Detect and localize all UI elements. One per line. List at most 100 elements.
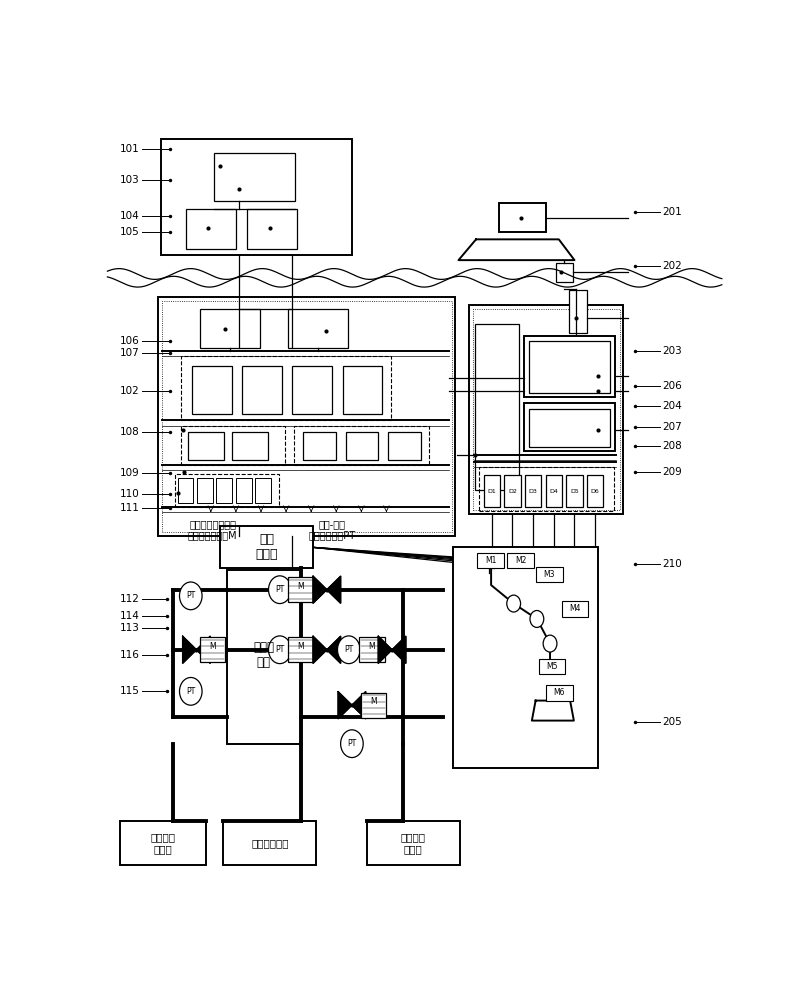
Text: M: M [297, 642, 304, 651]
Text: 114: 114 [120, 611, 140, 621]
Circle shape [341, 730, 363, 758]
Bar [288, 577, 313, 602]
Bar [536, 567, 562, 582]
Polygon shape [459, 239, 574, 260]
Bar [248, 209, 298, 249]
Circle shape [506, 595, 520, 612]
Bar [288, 637, 313, 662]
Text: D4: D4 [549, 489, 558, 494]
Text: 108: 108 [121, 427, 140, 437]
Polygon shape [183, 636, 197, 663]
Text: PT: PT [275, 585, 285, 594]
Bar [562, 601, 588, 617]
Bar [557, 263, 573, 282]
Text: M: M [210, 642, 216, 651]
Bar [507, 553, 534, 568]
Text: 205: 205 [663, 717, 682, 727]
Bar [362, 693, 387, 718]
Text: PT: PT [186, 687, 196, 696]
Bar [227, 570, 300, 744]
Text: 树帽
连接器: 树帽 连接器 [256, 533, 278, 561]
Bar [178, 478, 193, 503]
Bar [587, 475, 604, 507]
Text: 106: 106 [121, 336, 140, 346]
Bar [217, 478, 232, 503]
Text: 温度-压力
一体化变送器PT: 温度-压力 一体化变送器PT [308, 519, 355, 540]
Circle shape [337, 636, 360, 664]
Text: M1: M1 [485, 556, 496, 565]
Circle shape [543, 635, 557, 652]
Bar [161, 139, 352, 255]
Polygon shape [392, 636, 406, 663]
Bar [454, 547, 598, 768]
Bar [294, 426, 429, 465]
Text: 201: 201 [663, 207, 682, 217]
Bar [188, 432, 224, 460]
Text: PT: PT [344, 645, 354, 654]
Bar [175, 474, 278, 507]
Text: 202: 202 [663, 261, 682, 271]
Text: M2: M2 [515, 556, 527, 565]
Bar [469, 305, 623, 514]
Text: M: M [297, 582, 304, 591]
Bar [181, 426, 285, 465]
Text: 115: 115 [120, 686, 140, 696]
Bar [200, 309, 260, 348]
Text: M3: M3 [544, 570, 555, 579]
Text: 111: 111 [120, 503, 140, 513]
Bar [570, 290, 587, 333]
Circle shape [530, 610, 544, 627]
Bar [162, 301, 451, 532]
Bar [345, 432, 379, 460]
Bar [499, 203, 546, 232]
Text: 101: 101 [121, 144, 140, 154]
Polygon shape [197, 636, 210, 663]
Bar [186, 209, 236, 249]
Bar [477, 553, 504, 568]
Bar [181, 356, 392, 420]
Text: 采油树连接器: 采油树连接器 [251, 838, 289, 848]
Polygon shape [352, 692, 366, 719]
Bar [545, 475, 562, 507]
Polygon shape [313, 576, 327, 603]
Text: 110: 110 [121, 489, 140, 499]
Bar [529, 341, 610, 393]
Text: M: M [371, 697, 377, 706]
Text: PT: PT [275, 645, 285, 654]
Bar [288, 309, 348, 348]
Bar [476, 324, 519, 490]
Text: M: M [369, 642, 375, 651]
Bar [158, 297, 455, 536]
Polygon shape [532, 701, 574, 721]
Text: 采油树
树体: 采油树 树体 [253, 641, 274, 669]
Bar [473, 309, 620, 510]
Text: 水下采油树阀门的
永磁同步电动机M: 水下采油树阀门的 永磁同步电动机M [188, 519, 238, 540]
Bar [214, 153, 295, 201]
Text: D6: D6 [591, 489, 599, 494]
Text: 210: 210 [663, 559, 682, 569]
Text: 204: 204 [663, 401, 682, 411]
Bar [359, 637, 384, 662]
Bar [566, 475, 582, 507]
Bar [242, 366, 282, 414]
Text: M4: M4 [570, 604, 581, 613]
Bar [236, 478, 252, 503]
Polygon shape [338, 692, 352, 719]
Circle shape [269, 576, 291, 604]
Bar [292, 366, 332, 414]
Text: 107: 107 [121, 348, 140, 358]
Circle shape [269, 636, 291, 664]
Bar [529, 409, 610, 447]
Bar [524, 403, 616, 451]
Bar [120, 821, 206, 865]
Text: D2: D2 [508, 489, 517, 494]
Text: PT: PT [186, 591, 196, 600]
Bar [192, 366, 231, 414]
Bar [342, 366, 382, 414]
Text: D3: D3 [528, 489, 537, 494]
Text: 103: 103 [121, 175, 140, 185]
Text: PT: PT [347, 739, 357, 748]
Bar [479, 466, 614, 511]
Polygon shape [379, 636, 392, 663]
Bar [200, 637, 225, 662]
